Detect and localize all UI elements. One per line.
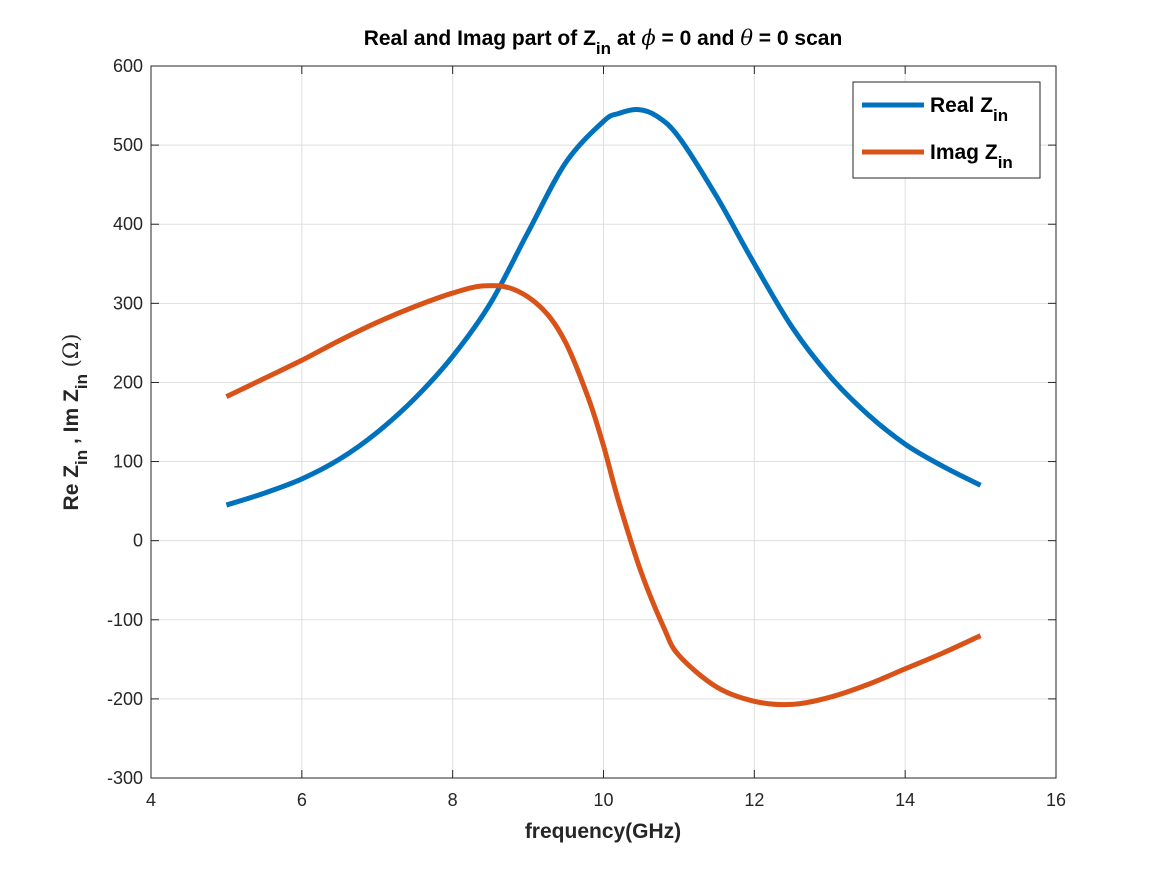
ylabel-sub2: in xyxy=(72,374,91,389)
title-subscript: in xyxy=(596,39,611,58)
legend-real-name: Real Z xyxy=(930,94,993,117)
y-tick-label: 600 xyxy=(113,56,143,76)
ylabel-sub1: in xyxy=(72,450,91,465)
y-tick-label: -300 xyxy=(107,768,143,788)
title-mid1: at xyxy=(611,27,641,50)
ylabel-part2: , Im Z xyxy=(60,389,83,450)
ylabel-part1: Re Z xyxy=(60,465,83,511)
x-tick-label: 4 xyxy=(146,790,156,810)
legend-label-real: Real Zin xyxy=(930,94,1008,125)
x-tick-label: 12 xyxy=(744,790,764,810)
title-mid2: = 0 and xyxy=(656,27,741,50)
y-tick-label: -100 xyxy=(107,610,143,630)
y-tick-label: -200 xyxy=(107,689,143,709)
y-tick-label: 300 xyxy=(113,293,143,313)
legend-real-subscript: in xyxy=(993,106,1008,125)
ylabel-part3: (Ω) xyxy=(59,334,83,374)
legend-imag-name: Imag Z xyxy=(930,141,998,164)
title-prefix: Real and Imag part of Z xyxy=(364,27,596,50)
x-tick-label: 6 xyxy=(297,790,307,810)
series-line-real xyxy=(225,106,982,508)
legend-box xyxy=(852,81,1041,179)
y-tick-label: 200 xyxy=(113,372,143,392)
y-tick-label: 400 xyxy=(113,214,143,234)
x-tick-label: 16 xyxy=(1046,790,1066,810)
x-tick-label: 8 xyxy=(448,790,458,810)
legend: Real Zin Imag Zin xyxy=(852,81,1041,179)
chart-title: Real and Imag part of Zin at ϕ = 0 and θ… xyxy=(364,26,843,58)
ticks: 4 6 8 10 12 14 16 -300 -200 -100 0 100 200 300 400 500 6… xyxy=(107,56,1066,810)
legend-label-imag: Imag Zin xyxy=(930,141,1013,172)
title-phi-symbol: ϕ xyxy=(641,26,655,50)
x-tick-label: 14 xyxy=(895,790,915,810)
x-axis-title: frequency(GHz) xyxy=(525,820,681,843)
y-tick-label: 500 xyxy=(113,135,143,155)
title-theta-symbol: θ xyxy=(740,26,753,50)
series-line-imag xyxy=(225,283,982,708)
legend-imag-subscript: in xyxy=(998,153,1013,172)
title-suffix: = 0 scan xyxy=(753,27,842,50)
x-tick-label: 10 xyxy=(593,790,613,810)
series-group xyxy=(225,106,982,708)
y-tick-label: 0 xyxy=(133,531,143,551)
y-axis-title: Re Zin , Im Zin (Ω) xyxy=(59,334,91,511)
y-tick-label: 100 xyxy=(113,452,143,472)
